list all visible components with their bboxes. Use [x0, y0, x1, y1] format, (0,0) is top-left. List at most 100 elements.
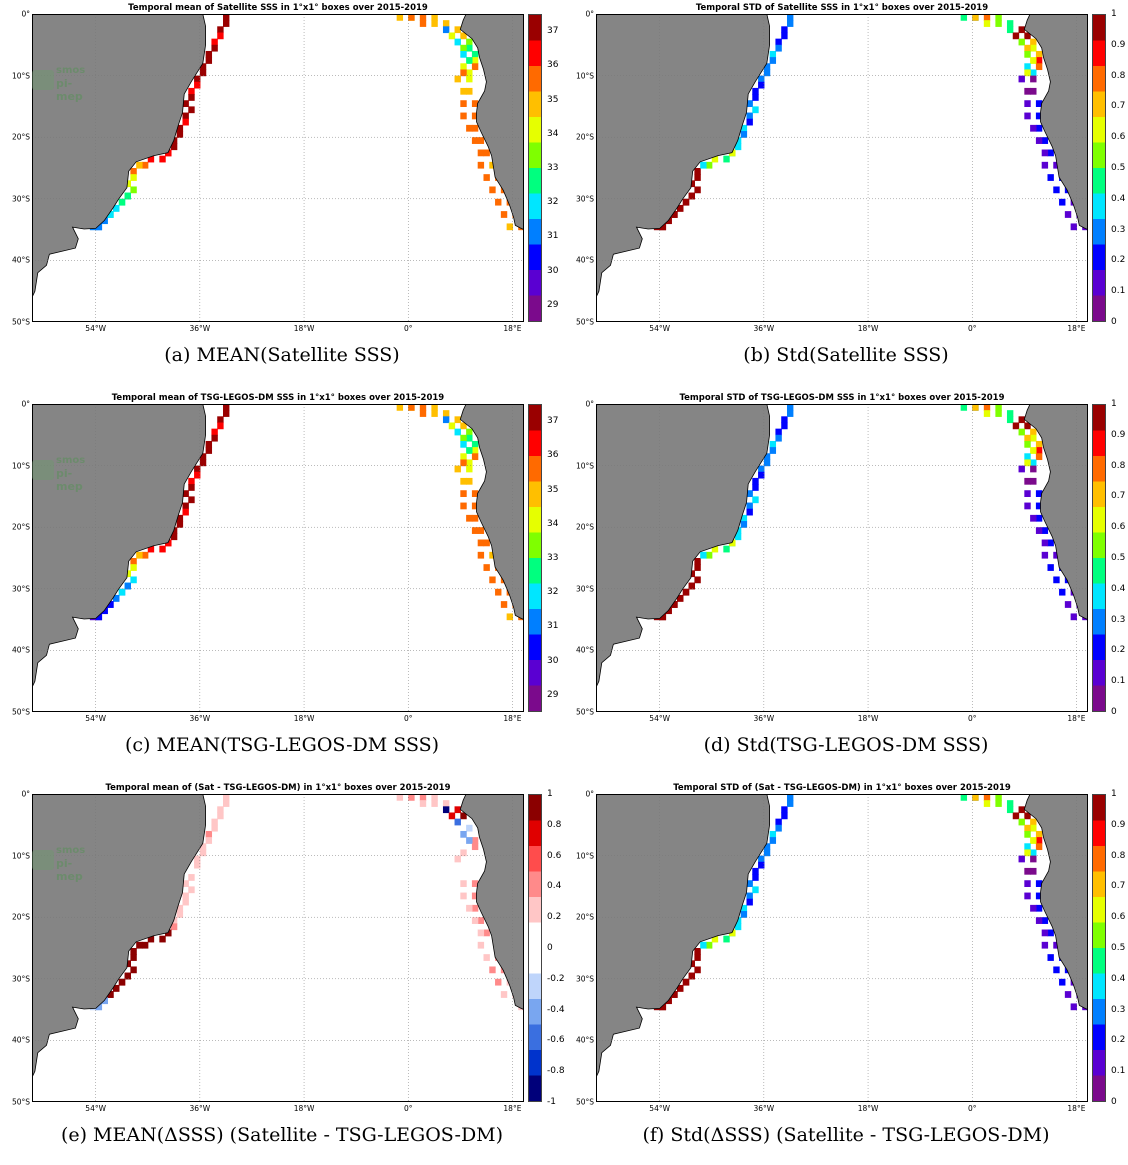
data-box: [1024, 880, 1031, 887]
data-box: [1024, 440, 1031, 448]
data-box: [495, 978, 502, 986]
data-box: [466, 447, 473, 454]
lat-tick-label: 10°S: [575, 851, 594, 861]
data-box: [734, 917, 742, 924]
data-box: [983, 410, 991, 417]
data-box: [182, 880, 189, 887]
data-box: [170, 137, 178, 144]
data-box: [1047, 539, 1054, 547]
data-box: [1018, 26, 1025, 34]
data-box: [1059, 978, 1066, 986]
data-box: [466, 465, 473, 473]
data-box: [159, 935, 166, 943]
data-box: [477, 161, 485, 169]
figure-caption: (d) Std(TSG-LEGOS-DM SSS): [703, 734, 989, 756]
data-box: [471, 57, 479, 64]
map-title: Temporal STD of TSG-LEGOS-DM SSS in 1°x1…: [679, 393, 1005, 403]
data-box: [671, 601, 678, 608]
data-box: [1035, 917, 1043, 924]
land-south-america: [596, 404, 771, 712]
data-box: [995, 800, 1002, 807]
data-box: [1006, 416, 1014, 424]
data-box: [694, 564, 701, 571]
data-box: [729, 539, 736, 547]
data-box: [775, 434, 782, 442]
data-box: [471, 490, 479, 497]
data-box: [460, 434, 467, 442]
data-box: [972, 14, 979, 21]
land-south-america: [32, 794, 207, 1102]
lat-tick-label: 10°S: [11, 71, 30, 81]
data-box: [1030, 57, 1037, 64]
lat-tick-label: 20°S: [11, 522, 30, 532]
colorbar: [528, 14, 542, 322]
lat-tick-label: 30°S: [575, 194, 594, 204]
lat-tick-label: 10°S: [11, 851, 30, 861]
data-box: [763, 69, 771, 77]
land-africa: [1023, 404, 1088, 621]
data-box: [995, 20, 1002, 27]
data-box: [1024, 477, 1031, 485]
data-box: [448, 422, 456, 430]
colorbar-tick-label: 0.1: [1111, 286, 1126, 297]
data-box: [705, 551, 713, 559]
lat-tick-label: 30°S: [11, 974, 30, 984]
data-box: [466, 837, 473, 844]
data-box: [1035, 112, 1043, 120]
data-box: [460, 477, 467, 485]
lon-tick-label: 36°W: [189, 1104, 211, 1113]
data-box: [1035, 502, 1043, 510]
data-box: [176, 904, 184, 912]
map-title: Temporal STD of (Sat - TSG-LEGOS-DM) in …: [673, 783, 1011, 793]
data-box: [1035, 904, 1043, 912]
data-box: [972, 794, 979, 801]
figure-caption: (e) MEAN(ΔSSS) (Satellite - TSG-LEGOS-DM…: [60, 1124, 504, 1146]
lat-tick-label: 40°S: [575, 645, 594, 655]
data-box: [466, 477, 473, 485]
data-box: [781, 806, 788, 814]
data-box: [477, 929, 485, 937]
lon-tick-label: 36°W: [189, 324, 211, 333]
data-box: [1018, 38, 1025, 46]
data-box: [471, 904, 479, 912]
data-box: [694, 576, 701, 584]
data-box: [217, 26, 224, 34]
data-box: [130, 966, 137, 974]
data-box: [182, 502, 189, 510]
data-box: [758, 471, 765, 479]
data-box: [1035, 137, 1043, 144]
data-box: [471, 447, 479, 454]
data-box: [1064, 211, 1072, 218]
data-box: [477, 941, 485, 949]
data-box: [141, 941, 149, 949]
colorbar-tick-label: 0.8: [547, 819, 562, 830]
data-box: [199, 453, 207, 461]
data-box: [477, 149, 485, 157]
data-box: [489, 966, 496, 974]
colorbar-tick-label: 32: [547, 587, 559, 598]
colorbar-tick-label: -0.4: [547, 1004, 565, 1015]
watermark-icon: [32, 460, 54, 480]
data-box: [188, 886, 195, 894]
data-box: [1006, 410, 1014, 417]
data-box: [1041, 527, 1049, 534]
colorbar-tick-label: 0.7: [1111, 491, 1126, 502]
data-box: [460, 63, 467, 71]
data-box: [199, 69, 207, 77]
watermark-text: pi-mep: [56, 857, 83, 883]
lon-tick-label: 36°W: [753, 714, 775, 723]
colorbar-tick-label: 0.7: [1111, 101, 1126, 112]
data-box: [408, 14, 415, 21]
lat-tick-label: 30°S: [11, 194, 30, 204]
data-box: [763, 63, 771, 71]
data-box: [477, 527, 485, 534]
lon-tick-label: 0°: [403, 324, 413, 333]
colorbar-tick-label: 34: [547, 518, 559, 529]
data-box: [1018, 465, 1025, 473]
lat-tick-label: 0°: [585, 399, 594, 409]
map-canvas: [596, 14, 1088, 322]
colorbar: [528, 404, 542, 712]
colorbar-tick-label: 31: [547, 231, 559, 242]
data-box: [659, 223, 667, 231]
colorbar-tick-label: -0.8: [547, 1066, 565, 1077]
